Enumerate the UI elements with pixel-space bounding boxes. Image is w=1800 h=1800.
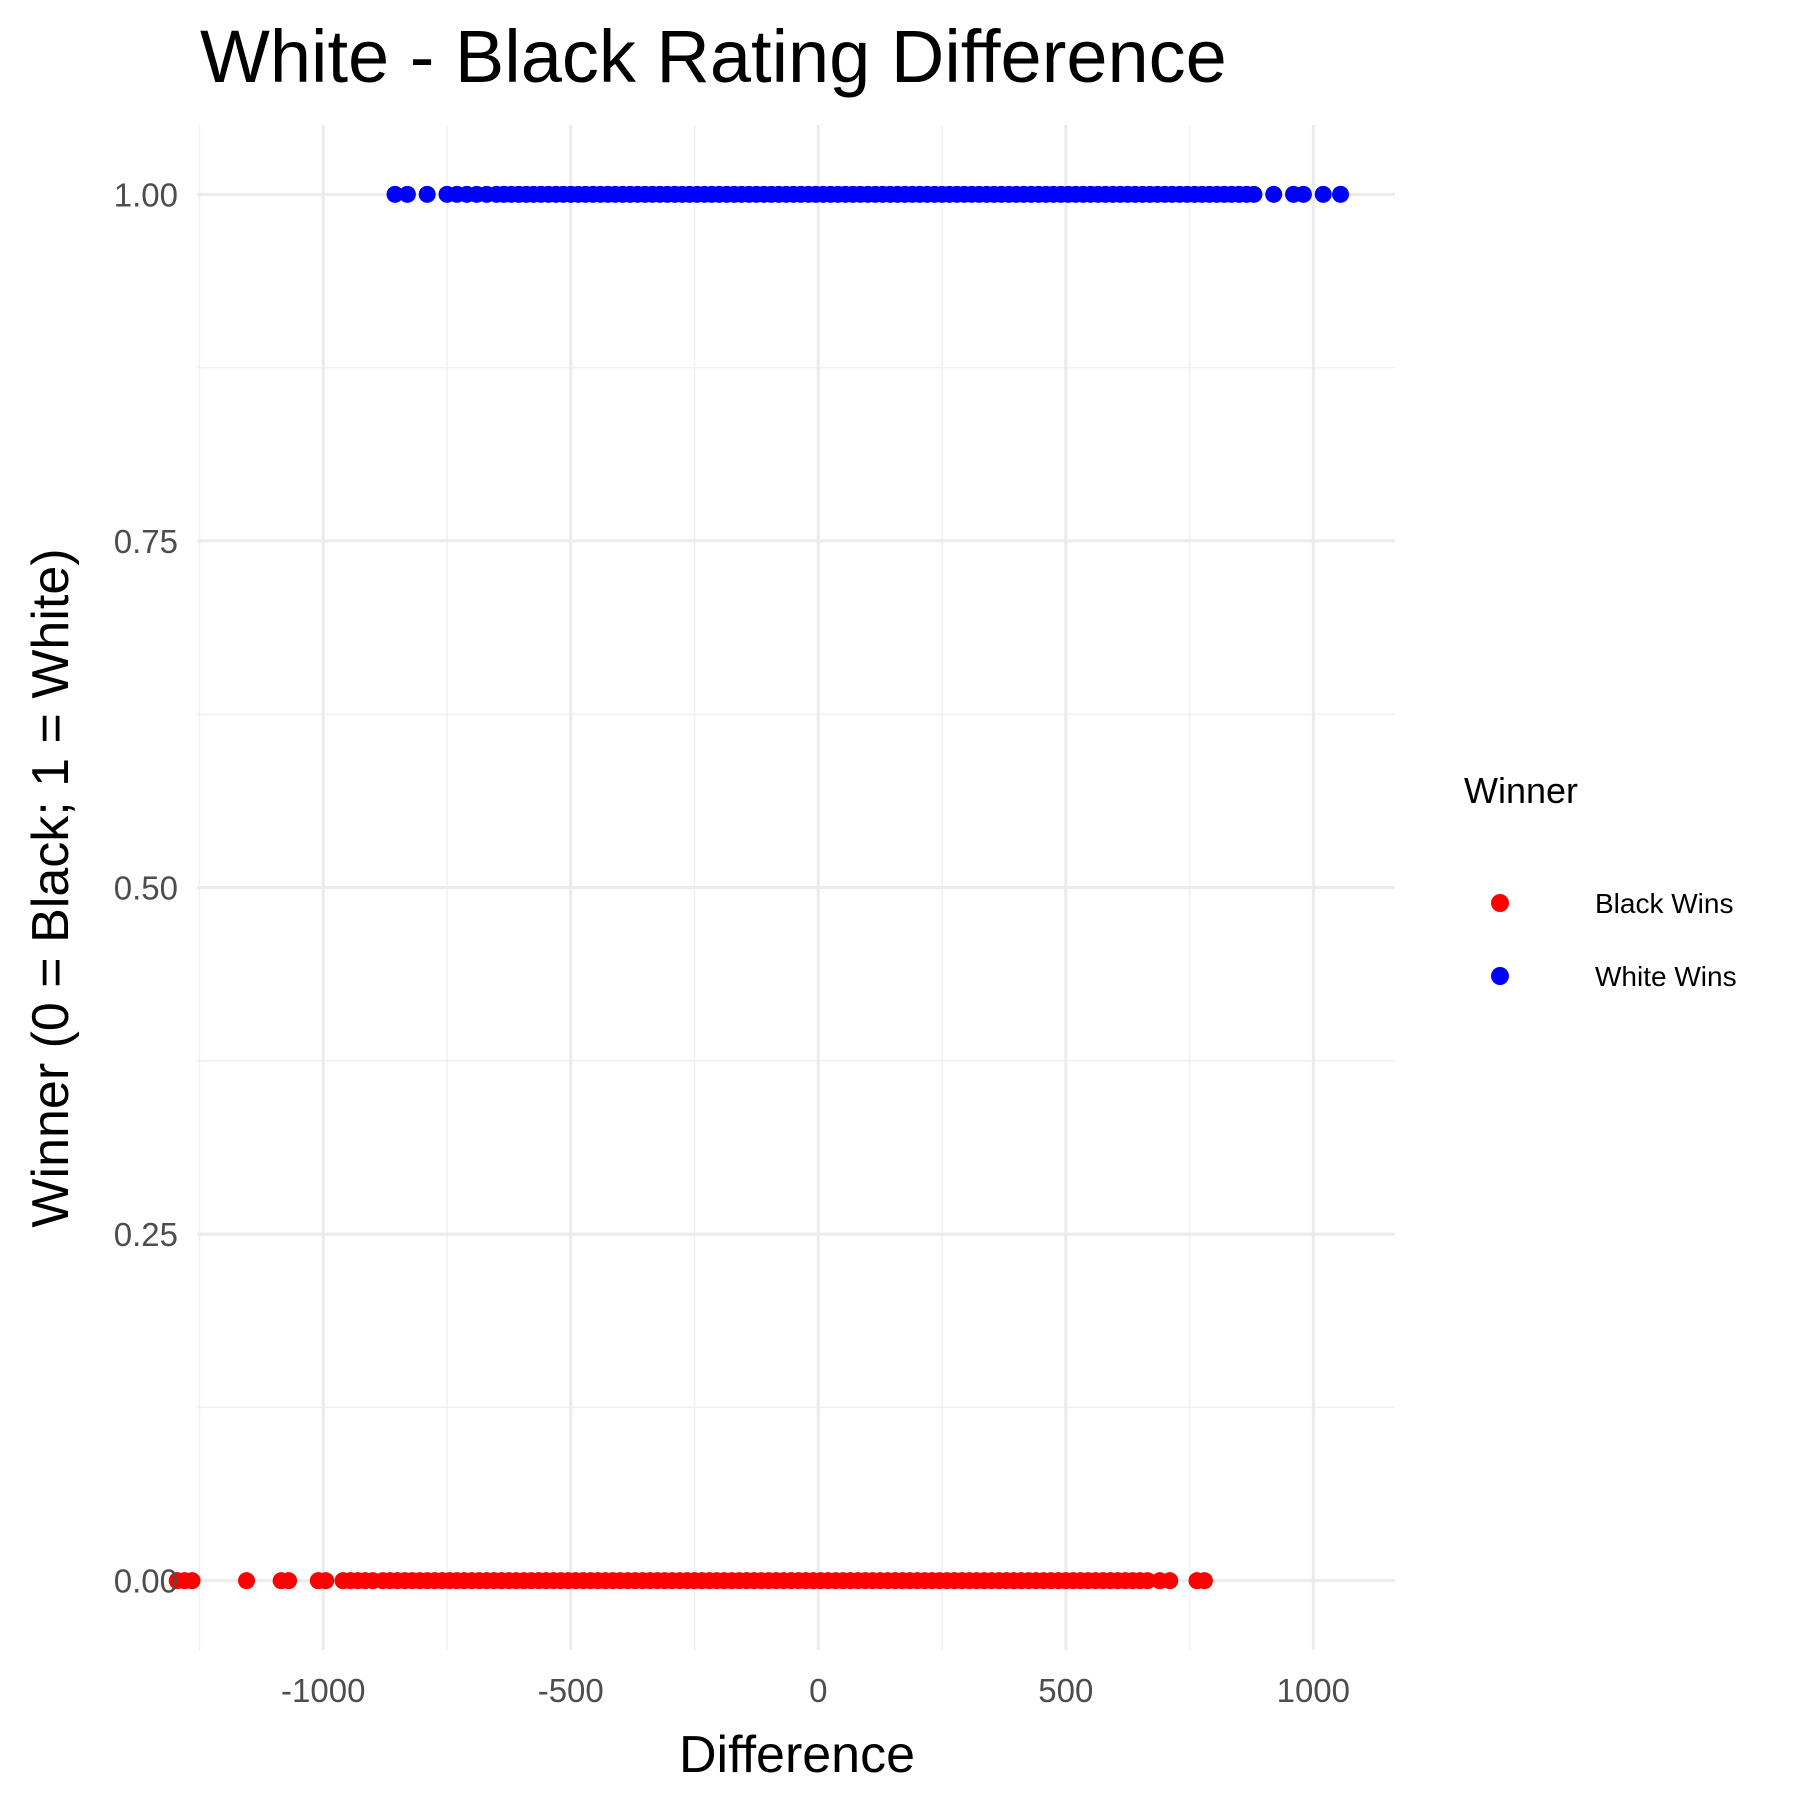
chart-title: White - Black Rating Difference	[200, 15, 1227, 98]
y-tick-label: 1.00	[114, 176, 178, 213]
point-white-wins	[1294, 185, 1312, 203]
y-tick-label: 0.25	[114, 1216, 178, 1253]
x-axis-ticks: -1000 -500 0 500 1000	[281, 1672, 1350, 1709]
point-white-wins	[1245, 185, 1263, 203]
y-tick-label: 0.75	[114, 523, 178, 560]
x-tick-label: -500	[538, 1672, 604, 1709]
x-tick-label: 0	[809, 1672, 827, 1709]
point-white-wins	[398, 185, 416, 203]
point-white-wins	[418, 185, 436, 203]
point-black-wins	[1138, 1572, 1156, 1590]
point-white-wins	[1314, 185, 1332, 203]
y-axis-title: Winner (0 = Black; 1 = White)	[22, 548, 80, 1227]
data-points	[168, 185, 1350, 1590]
legend-label-white-wins: White Wins	[1595, 961, 1737, 992]
point-black-wins	[317, 1572, 335, 1590]
point-black-wins	[238, 1572, 256, 1590]
y-tick-label: 0.50	[114, 870, 178, 907]
x-tick-label: 1000	[1277, 1672, 1350, 1709]
legend: Winner Black Wins White Wins	[1464, 770, 1737, 992]
legend-marker-black-wins	[1491, 894, 1509, 912]
x-tick-label: 500	[1038, 1672, 1093, 1709]
grid-major	[197, 125, 1395, 1650]
point-white-wins	[1332, 185, 1350, 203]
point-black-wins	[1195, 1572, 1213, 1590]
x-axis-title: Difference	[679, 1726, 915, 1784]
point-black-wins	[1161, 1572, 1179, 1590]
legend-label-black-wins: Black Wins	[1595, 888, 1733, 919]
y-axis-ticks: 0.00 0.25 0.50 0.75 1.00	[114, 176, 178, 1599]
point-black-wins	[183, 1572, 201, 1590]
point-white-wins	[386, 185, 404, 203]
x-tick-label: -1000	[281, 1672, 365, 1709]
y-tick-label: 0.00	[114, 1563, 178, 1600]
point-white-wins	[1265, 185, 1283, 203]
legend-marker-white-wins	[1491, 967, 1509, 985]
point-black-wins	[280, 1572, 298, 1590]
legend-title: Winner	[1464, 770, 1578, 811]
